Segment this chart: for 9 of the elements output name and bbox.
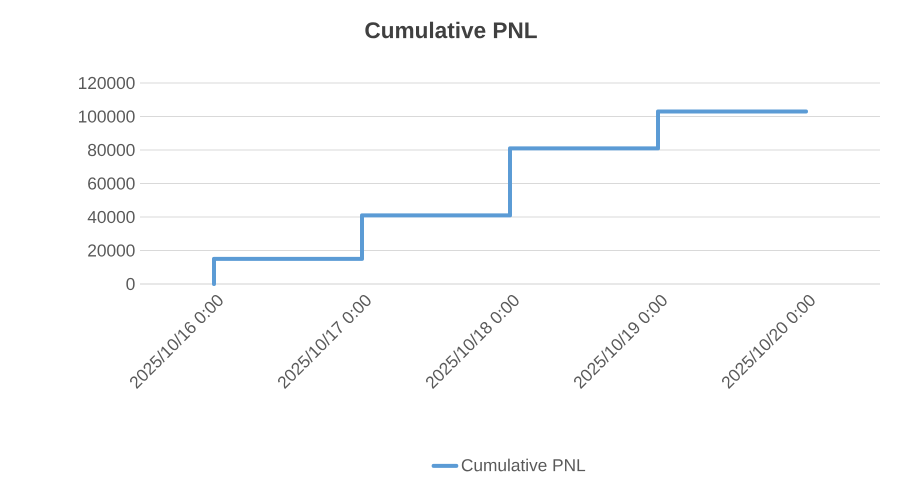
chart-title: Cumulative PNL: [365, 22, 537, 38]
y-tick-label: 80000: [88, 144, 135, 156]
y-tick-label: 0: [126, 278, 135, 290]
y-tick-label: 40000: [88, 210, 135, 224]
y-tick-label: 120000: [78, 76, 135, 90]
y-tick-label: 20000: [88, 244, 135, 257]
y-tick-label: 60000: [88, 177, 135, 190]
y-tick-label: 100000: [78, 110, 135, 123]
legend-label: Cumulative PNL: [462, 458, 586, 472]
